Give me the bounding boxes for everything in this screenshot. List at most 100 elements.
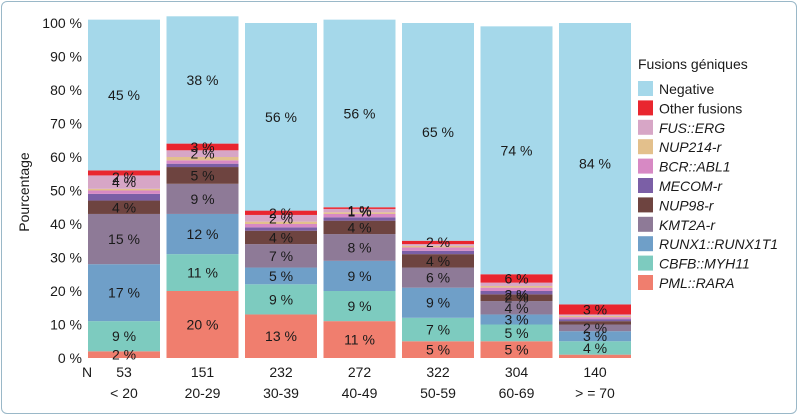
bar-segment — [323, 321, 396, 358]
x-tick-label: 60-69 — [499, 385, 535, 401]
legend-label: FUS::ERG — [659, 120, 725, 136]
y-tick-label: 40 % — [50, 216, 82, 232]
bar-segment — [402, 23, 474, 241]
bar-segment — [88, 351, 160, 358]
segment-label: 9 % — [112, 328, 136, 344]
bar-segment — [402, 240, 474, 245]
bar-segment — [402, 317, 474, 342]
legend-item: Other fusions — [638, 100, 742, 116]
bar-segment — [323, 212, 396, 214]
segment-label: 4 % — [269, 229, 293, 245]
n-value: 53 — [116, 364, 132, 380]
segment-label: 56 % — [265, 109, 297, 125]
segment-label: 5 % — [426, 342, 450, 358]
segment-label: 4 % — [112, 199, 136, 215]
segment-label: 2 % — [112, 169, 136, 185]
bar-segment — [402, 250, 474, 255]
bar-segment — [88, 19, 160, 171]
stacked-bar-chart: 0 % 10 % 20 % 30 % 40 % 50 % 60 % 70 % 80 % 90 % 1… — [16, 15, 778, 401]
segment-label: 38 % — [187, 72, 219, 88]
bar-segment — [88, 170, 160, 176]
bar-segment — [323, 234, 396, 261]
bar-segment — [323, 220, 396, 235]
chart-frame: 0 % 10 % 20 % 30 % 40 % 50 % 60 % 70 % 80 % 90 % 1… — [1, 1, 797, 414]
legend-label: BCR::ABL1 — [659, 159, 731, 175]
bar-segment — [166, 150, 239, 157]
bar-segment — [245, 227, 317, 231]
x-tick-label: 30-39 — [263, 385, 299, 401]
n-value: 322 — [426, 364, 450, 380]
legend-item: MECOM-r — [638, 178, 723, 194]
legend-label: Negative — [659, 81, 714, 97]
bar-stack — [402, 23, 474, 358]
legend-item: CBFB::MYH11 — [638, 255, 750, 272]
y-tick-label: 10 % — [50, 317, 82, 333]
bar-segment — [245, 210, 317, 215]
segment-label: 20 % — [187, 317, 219, 333]
segment-label: 5 % — [269, 268, 293, 284]
legend-label: NUP214-r — [659, 139, 723, 155]
bar-segment — [245, 23, 317, 211]
legend-swatch — [638, 119, 653, 135]
legend-item: NUP98-r — [638, 197, 715, 213]
y-tick-label: 30 % — [50, 250, 82, 266]
bars — [88, 16, 631, 358]
bar-segment — [559, 314, 631, 316]
x-tick-label: 50-59 — [420, 385, 456, 401]
bar-segment — [323, 291, 396, 322]
bar-segment — [402, 244, 474, 246]
segment-label: 1 % — [347, 203, 371, 219]
bar-segment — [88, 193, 160, 201]
segment-label: 11 % — [344, 332, 375, 348]
segment-label: 5 % — [190, 167, 214, 183]
segment-label: 4 % — [347, 219, 371, 235]
segment-label: 12 % — [187, 226, 219, 242]
bar-segment — [166, 183, 239, 214]
bar-segment — [166, 143, 239, 151]
bar-segment — [323, 217, 396, 221]
bar-stack — [323, 19, 396, 358]
n-value: 140 — [583, 364, 607, 380]
legend-swatch — [638, 158, 653, 174]
bar-segment — [480, 274, 553, 283]
bar-segment — [166, 167, 239, 184]
bar-segment — [402, 245, 474, 248]
bar-segment — [480, 291, 553, 295]
bar-segment — [88, 190, 160, 194]
legend-item: FUS::ERG — [638, 119, 725, 136]
bar-segment — [323, 260, 396, 291]
legend-label: PML::RARA — [659, 275, 734, 291]
legend-item: RUNX1::RUNX1T1 — [638, 236, 778, 252]
legend-swatch — [638, 216, 653, 232]
segment-label: 2 % — [269, 205, 293, 221]
y-tick-label: 80 % — [50, 82, 82, 98]
bar-segment — [166, 157, 239, 161]
y-tick-label: 20 % — [50, 283, 82, 299]
n-value: 232 — [269, 364, 293, 380]
segment-label: 6 % — [504, 270, 528, 286]
x-axis: N 53 < 20 151 20-29 232 30-39 272 40-49 322 50-59… — [82, 364, 615, 401]
bar-segment — [88, 213, 160, 265]
segment-label: 7 % — [426, 322, 450, 338]
n-value: 304 — [505, 364, 529, 380]
segment-label: 4 % — [426, 253, 450, 269]
legend-label: RUNX1::RUNX1T1 — [659, 236, 778, 252]
bar-segment — [559, 354, 631, 358]
legend-swatch — [638, 197, 653, 213]
legend-item: BCR::ABL1 — [638, 158, 731, 175]
bar-segment — [480, 287, 553, 291]
bar-segment — [480, 324, 553, 342]
bar-stack — [245, 23, 317, 358]
legend-swatch — [638, 255, 653, 271]
legend-swatch — [638, 81, 653, 96]
bar-segment — [245, 224, 317, 228]
segment-labels: 2 % 9 % 17 % 15 % 4 % 4 % 45 % 20 % 11 % 12 % 9 % 5… — [108, 72, 611, 363]
bar-segment — [323, 213, 396, 218]
legend-label: NUP98-r — [659, 197, 715, 213]
bar-segment — [402, 287, 474, 318]
bar-segment — [480, 285, 553, 288]
bar-segment — [166, 213, 239, 255]
bar-segment — [559, 317, 631, 320]
bar-segment — [559, 304, 631, 315]
legend: Fusions géniques Negative Other fusions FU… — [638, 56, 778, 291]
